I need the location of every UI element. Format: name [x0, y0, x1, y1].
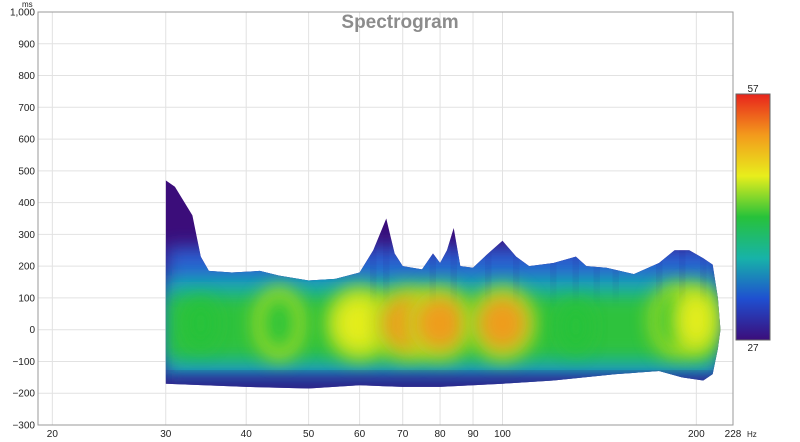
hot-spot: [559, 300, 592, 353]
y-tick-label: 300: [18, 230, 35, 241]
color-scale-legend: 57 27: [735, 84, 771, 354]
spectral-streak: [574, 234, 578, 292]
lower-rim: [165, 377, 721, 389]
hot-spot: [184, 297, 217, 350]
y-tick-label: 1,000: [10, 8, 35, 19]
colorbar-gradient: [735, 93, 771, 341]
y-tick-label: 500: [18, 166, 35, 177]
spectral-streak: [514, 234, 518, 292]
spectral-streak: [371, 234, 375, 292]
chart-title: Spectrogram: [341, 12, 458, 33]
spectrogram-surface: [165, 180, 721, 389]
spectrogram-layers: [165, 180, 721, 389]
spectral-streak: [431, 234, 435, 292]
spectral-streak: [657, 234, 661, 292]
y-tick-label: −200: [12, 389, 35, 400]
y-tick-label: 200: [18, 262, 35, 273]
y-tick-label: 800: [18, 71, 35, 82]
y-tick-label: 100: [18, 293, 35, 304]
x-tick-label: 228: [725, 429, 742, 440]
spectral-streak: [486, 234, 490, 292]
colorbar-max-label: 57: [747, 84, 759, 95]
spectral-streak: [384, 234, 388, 292]
spectral-streak: [680, 234, 684, 292]
hot-spot: [416, 297, 465, 350]
x-tick-label: 60: [354, 429, 366, 440]
x-axis-unit: Hz: [747, 430, 757, 439]
x-axis-ticks: 20 30 40 50 60 70 80 90 100 200 228: [47, 429, 742, 440]
x-tick-label: 40: [241, 429, 253, 440]
y-tick-label: −300: [12, 421, 35, 432]
x-tick-label: 90: [467, 429, 479, 440]
y-tick-label: 700: [18, 103, 35, 114]
y-tick-label: −100: [12, 357, 35, 368]
x-tick-label: 80: [435, 429, 447, 440]
x-tick-label: 20: [47, 429, 59, 440]
hot-spot: [263, 297, 296, 350]
plot-frame: [37, 11, 734, 426]
spectral-streak: [452, 234, 456, 292]
y-tick-label: 400: [18, 198, 35, 209]
y-tick-label: 900: [18, 39, 35, 50]
x-tick-label: 50: [303, 429, 315, 440]
x-tick-label: 30: [160, 429, 172, 440]
colorbar-min-label: 27: [747, 343, 759, 354]
spectral-streak: [551, 234, 555, 292]
x-tick-label: 200: [688, 429, 705, 440]
x-tick-label: 100: [494, 429, 511, 440]
hot-spot: [680, 294, 713, 347]
spectral-streak: [595, 234, 599, 292]
spectral-streak: [614, 234, 618, 292]
y-axis-ticks: 1,000 900 800 700 600 500 400 300 200 100 0 −100 −20…: [10, 8, 35, 432]
y-tick-label: 600: [18, 135, 35, 146]
y-axis-unit: ms: [22, 0, 33, 9]
x-tick-label: 70: [397, 429, 409, 440]
hot-spot: [335, 297, 384, 350]
spectral-streak: [701, 234, 705, 292]
hot-spot: [478, 297, 527, 350]
y-tick-label: 0: [29, 325, 35, 336]
